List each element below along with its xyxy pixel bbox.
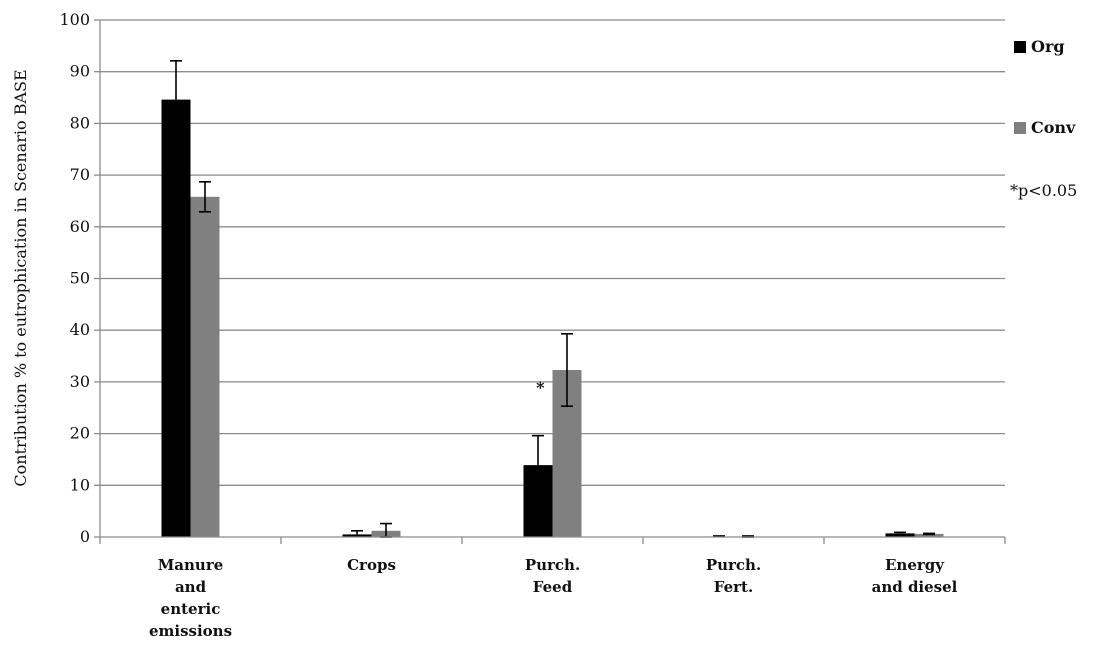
error-bar	[351, 529, 363, 535]
y-tick-label: 90	[70, 62, 90, 81]
gridlines	[100, 19, 1005, 486]
bar-org	[885, 533, 915, 537]
y-tick-label: 50	[70, 269, 90, 288]
y-tick-label: 60	[70, 217, 90, 236]
significance-note: *p<0.05	[1010, 181, 1077, 200]
legend-label: Conv	[1031, 118, 1076, 137]
legend-swatch	[1014, 41, 1026, 53]
y-tick-label: 20	[70, 424, 90, 443]
legend: Org Conv	[1014, 37, 1076, 137]
annotations: *	[536, 378, 545, 397]
y-tick-label: 100	[59, 10, 90, 29]
bar-org	[523, 465, 553, 537]
y-tick-label: 40	[70, 320, 90, 339]
error-bar	[561, 333, 573, 407]
bar-org	[342, 534, 372, 537]
y-tick-label: 70	[70, 165, 90, 184]
y-axis-title: Contribution % to eutrophication in Scen…	[11, 69, 30, 486]
legend-item-org: Org	[1014, 37, 1065, 56]
legend-label: Org	[1031, 37, 1065, 56]
bars	[161, 60, 944, 538]
error-bar	[199, 181, 211, 213]
y-tick-label: 10	[70, 475, 90, 494]
y-tick-label: 80	[70, 113, 90, 132]
x-category-label: Manure and enteric emissions	[149, 556, 232, 640]
axes	[94, 19, 1006, 544]
bar-conv	[190, 196, 220, 537]
bar-conv	[914, 533, 944, 537]
bar-org	[161, 99, 191, 538]
y-tick-label: 30	[70, 372, 90, 391]
y-tick-label: 0	[80, 527, 90, 546]
error-bar	[894, 531, 906, 534]
y-tick-labels: 0 10 20 30 40 50 60 70 80 90 100	[59, 10, 90, 546]
significance-marker: *	[536, 378, 545, 397]
error-bar	[923, 532, 935, 536]
legend-item-conv: Conv	[1014, 118, 1076, 137]
x-category-label: Purch. Feed	[525, 556, 580, 596]
x-category-label: Crops	[347, 556, 396, 574]
legend-swatch	[1014, 122, 1026, 134]
x-category-labels: Manure and enteric emissions Crops Purch. Feed…	[149, 556, 958, 640]
x-category-label: Energy and diesel	[872, 556, 958, 596]
error-bar	[170, 60, 182, 100]
x-category-label: Purch. Fert.	[706, 556, 761, 596]
error-bar	[532, 434, 544, 466]
